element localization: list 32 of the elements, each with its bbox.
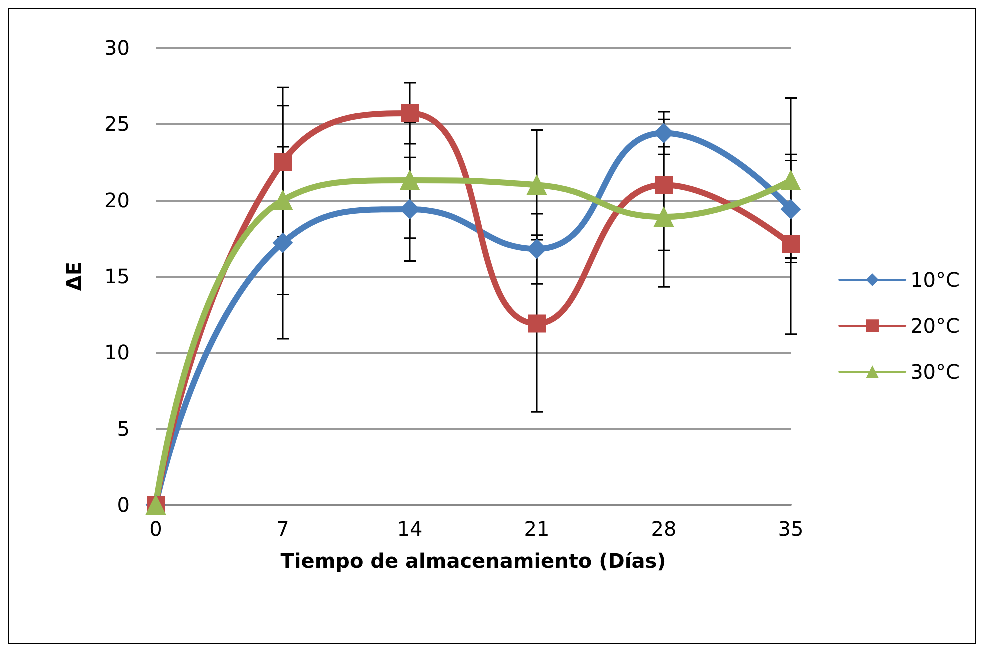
point [781,199,801,220]
y-tick-label: 30 [104,36,130,60]
y-tick-label: 15 [104,264,130,288]
point [274,153,292,172]
y-tick-label: 20 [104,188,130,212]
y-tick-label: 10 [104,340,130,365]
y-tick-label: 25 [104,112,130,136]
point [655,176,673,194]
point [400,170,420,191]
y-tick-label: 5 [117,416,130,441]
point [527,239,547,260]
legend-label: 30°C [910,360,960,384]
x-tick-label: 7 [276,517,290,541]
point [528,314,546,333]
point [527,175,547,196]
y-axis-title: ΔE [62,262,86,292]
y-tick-label: 0 [117,493,130,517]
x-tick-label: 14 [397,517,423,541]
x-tick-label: 0 [150,517,162,541]
point [654,207,674,228]
x-tick-label: 21 [524,517,550,541]
x-tick-label: 35 [778,517,804,541]
x-axis-title: Tiempo de almacenamiento (Días) [280,549,666,573]
point [654,123,674,144]
x-tick-label: 28 [651,517,677,541]
point [273,190,293,210]
point [273,232,293,253]
point [781,170,801,191]
point [782,236,800,254]
legend-label: 20°C [910,314,960,338]
point [401,104,419,123]
legend-label: 10°C [910,268,960,292]
